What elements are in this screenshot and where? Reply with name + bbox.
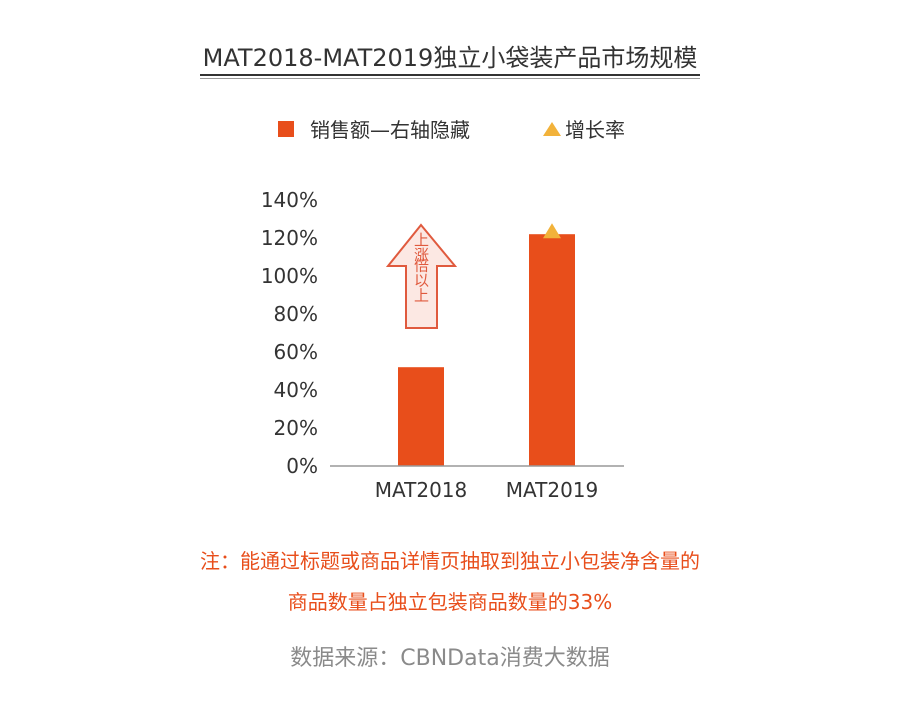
- bar-chart: 0%20%40%60%80%100%120%140% MAT2018 MAT201…: [261, 188, 624, 502]
- legend-item-growth: 增长率: [543, 114, 625, 143]
- legend-triangle-icon: [543, 121, 561, 136]
- legend: 销售额—右轴隐藏 增长率: [0, 114, 900, 144]
- up-arrow-icon: [385, 223, 458, 329]
- note-line-2: 商品数量占独立包装商品数量的33%: [287, 590, 613, 614]
- x-tick-label: MAT2018: [375, 478, 468, 502]
- legend-label-growth: 增长率: [565, 118, 625, 142]
- data-source: 数据来源：CBNData消费大数据: [290, 646, 610, 671]
- bar-mat2018: [398, 367, 444, 466]
- legend-swatch-square-icon: [278, 120, 294, 137]
- y-tick-label: 0%: [286, 454, 318, 478]
- legend-item-sales: 销售额—右轴隐藏: [278, 114, 470, 143]
- chart-title: MAT2018-MAT2019独立小袋装产品市场规模: [202, 44, 698, 72]
- y-tick-label: 140%: [261, 188, 318, 212]
- y-tick-label: 40%: [274, 378, 318, 402]
- annotation-text-multiple: 倍以上: [412, 258, 430, 303]
- x-tick-label: MAT2019: [506, 478, 599, 502]
- y-axis: 0% 20% 40% 60% 80% 100% 120% 140%: [261, 188, 318, 478]
- bar-mat2019: [529, 234, 575, 466]
- x-axis: MAT2018 MAT2019: [375, 478, 599, 502]
- growth-marker-triangle-icon: [543, 223, 561, 239]
- title-underline: [200, 74, 700, 76]
- up-arrow-annotation: 上涨 倍以上: [385, 223, 458, 329]
- y-tick-label: 100%: [261, 264, 318, 288]
- legend-label-sales: 销售额—右轴隐藏: [310, 118, 470, 142]
- title-underline-thin: [200, 78, 700, 79]
- y-tick-label: 60%: [274, 340, 318, 364]
- y-tick-label: 20%: [274, 416, 318, 440]
- annotation-text-rise: 上涨: [412, 232, 430, 262]
- note-line-1: 注：能通过标题或商品详情页抽取到独立小包装净含量的: [200, 549, 700, 573]
- y-tick-label: 80%: [274, 302, 318, 326]
- bars-group: [398, 234, 575, 466]
- y-tick-label: 120%: [261, 226, 318, 250]
